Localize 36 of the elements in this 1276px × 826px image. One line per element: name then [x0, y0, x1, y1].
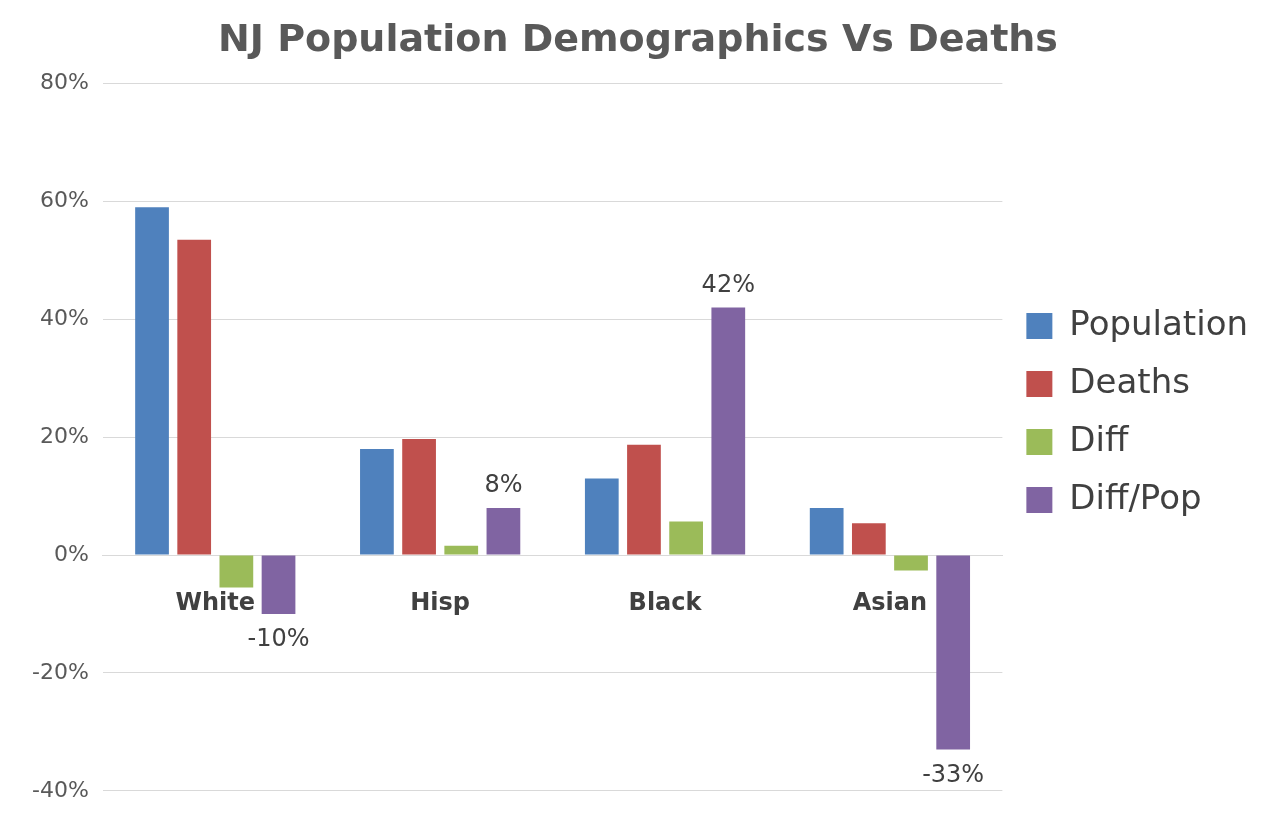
bar	[584, 478, 619, 555]
bar	[261, 555, 296, 614]
data-label: 42%	[701, 269, 755, 298]
y-tick-label: -20%	[31, 658, 89, 684]
chart-title: NJ Population Demographics Vs Deaths	[218, 15, 1058, 60]
legend-label: Population	[1069, 302, 1249, 343]
bar	[627, 444, 661, 555]
x-tick-label: Black	[628, 587, 703, 616]
y-tick-label: 80%	[39, 69, 89, 95]
legend-label: Deaths	[1069, 360, 1190, 401]
y-tick-label: -40%	[31, 776, 89, 802]
bar	[486, 507, 521, 555]
bar	[851, 523, 886, 555]
bar	[219, 555, 254, 588]
bar	[177, 239, 212, 555]
bar	[894, 555, 928, 571]
bar	[360, 448, 394, 555]
x-tick-label: Hisp	[410, 587, 471, 616]
bar	[711, 307, 746, 555]
y-tick-label: 0%	[53, 540, 89, 566]
x-tick-label: White	[175, 587, 256, 616]
legend-label: Diff	[1069, 418, 1130, 459]
y-tick-label: 20%	[39, 422, 89, 448]
bar	[809, 507, 844, 555]
y-tick-label: 60%	[39, 187, 89, 213]
legend-label: Diff/Pop	[1069, 476, 1202, 517]
bar	[135, 207, 169, 555]
x-tick-label: Asian	[852, 587, 928, 616]
bar	[936, 555, 971, 750]
bar	[402, 438, 436, 555]
data-label: -10%	[247, 624, 310, 653]
data-label: -33%	[922, 759, 985, 788]
y-tick-label: 40%	[39, 305, 89, 331]
bar	[444, 545, 479, 555]
bar	[669, 521, 703, 555]
data-label: 8%	[484, 470, 523, 499]
